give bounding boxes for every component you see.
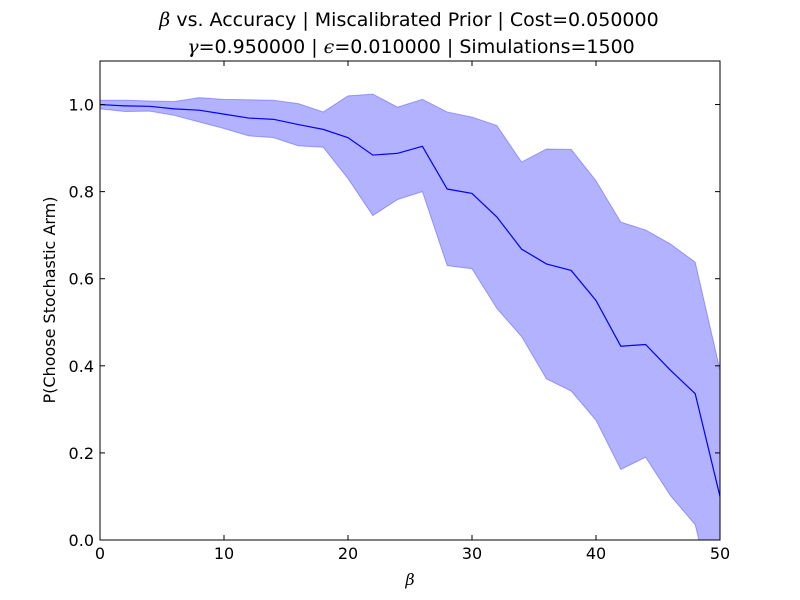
x-tick-label: 40 [586,544,606,563]
title-epsilon-rest: =0.010000 | Simulations=1500 [334,36,634,58]
title-gamma: γ [187,36,199,58]
x-tick-label: 50 [710,544,730,563]
x-tick-label: 20 [338,544,358,563]
chart-title-line2: γ=0.950000 | ϵ=0.010000 | Simulations=15… [187,36,635,58]
x-tick-label: 10 [214,544,234,563]
chart-title-line1: β vs. Accuracy | Miscalibrated Prior | C… [158,9,658,31]
plot-frame [99,60,721,541]
ticks: 0 10 20 30 40 50 0.0 0.2 0.4 0.6 0.8 1.0 [69,61,730,563]
y-tick-label: 0.2 [69,444,94,463]
y-tick-label: 0.0 [69,531,94,550]
mean-line [100,103,720,497]
confidence-band [100,93,720,540]
title-epsilon: ϵ [324,36,335,58]
y-tick-label: 0.8 [69,183,94,202]
y-tick-label: 0.4 [69,357,94,376]
y-tick-label: 0.6 [69,270,94,289]
title-beta: β [158,9,170,31]
x-axis-label: β [404,570,414,589]
title-line1-rest: vs. Accuracy | Miscalibrated Prior | Cos… [170,9,658,31]
x-tick-label: 0 [95,544,105,563]
x-tick-label: 30 [462,544,482,563]
y-tick-label: 1.0 [69,96,94,115]
y-axis-label: P(Choose Stochastic Arm) [40,196,59,403]
title-gamma-rest: =0.950000 | [199,36,324,58]
